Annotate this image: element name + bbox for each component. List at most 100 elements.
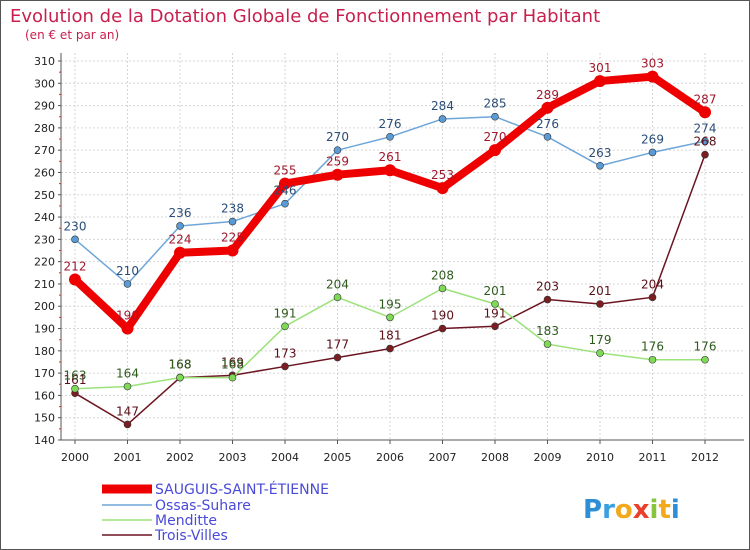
data-label: 259 [326, 155, 349, 169]
series-menditte [71, 284, 709, 393]
y-tick-label: 240 [34, 211, 55, 224]
data-label: 268 [694, 135, 717, 149]
data-label: 190 [431, 309, 454, 323]
x-tick-label: 2003 [219, 451, 247, 464]
data-label: 246 [274, 184, 297, 198]
legend: SAUGUIS-SAINT-ÉTIENNEOssas-SuhareMenditt… [102, 481, 329, 544]
logo-letter: x [633, 495, 650, 525]
y-tick-label: 260 [34, 166, 55, 179]
y-tick-label: 210 [34, 278, 55, 291]
x-tick-label: 2011 [639, 451, 667, 464]
series-sauguis-saint-tienne [69, 70, 711, 335]
y-tick-label: 290 [34, 100, 55, 113]
data-point [386, 313, 394, 322]
data-label: 201 [484, 284, 507, 298]
data-point [648, 355, 657, 364]
data-point [438, 324, 447, 333]
logo-letter: o [615, 495, 633, 525]
data-point [71, 235, 79, 244]
data-label: 263 [589, 146, 612, 160]
data-label: 183 [536, 324, 559, 338]
data-point [701, 137, 709, 146]
data-point [646, 70, 659, 83]
data-point [386, 133, 394, 141]
y-tick-label: 270 [34, 144, 55, 157]
logo-letter: t [658, 495, 670, 525]
x-tick-label: 2004 [271, 451, 299, 464]
data-label: 179 [589, 333, 612, 347]
y-tick-labels: 140 150 160 170 180 190 200 210 220 230 240 250 260 2… [34, 55, 55, 447]
y-tick-label: 170 [34, 367, 55, 380]
data-point [281, 362, 289, 371]
data-label: 270 [484, 130, 507, 144]
data-label: 289 [536, 88, 559, 102]
y-tick-label: 160 [34, 389, 55, 402]
data-point [436, 182, 449, 195]
data-label: 261 [379, 150, 402, 164]
y-tick-label: 150 [34, 412, 55, 425]
y-tick-label: 250 [34, 189, 55, 202]
data-label: 276 [379, 117, 402, 131]
legend-label-sauguis-saint-tienne: SAUGUIS-SAINT-ÉTIENNE [155, 481, 329, 498]
data-point [123, 382, 132, 391]
data-label: 181 [379, 329, 402, 343]
data-point [701, 355, 709, 364]
data-point [489, 144, 501, 157]
x-tick-label: 2006 [376, 451, 404, 464]
legend-label-trois-villes: Trois-Villes [154, 528, 228, 544]
logo-letter: P [583, 495, 602, 525]
data-point [543, 295, 552, 304]
data-point [648, 148, 657, 157]
grid-lines [61, 53, 744, 441]
data-point [596, 300, 604, 308]
data-point [701, 150, 709, 159]
data-label: 169 [221, 355, 244, 369]
data-label: 284 [431, 99, 454, 113]
data-label: 203 [536, 280, 559, 294]
data-label: 208 [431, 268, 454, 282]
axes [58, 53, 744, 444]
data-point [543, 340, 552, 348]
data-label: 212 [64, 259, 87, 273]
data-point [333, 353, 342, 362]
x-tick-label: 2002 [166, 451, 194, 464]
x-tick-label: 2005 [324, 451, 352, 464]
data-point [596, 161, 604, 170]
legend-label-ossas-suhare: Ossas-Suhare [155, 498, 251, 514]
data-label: 204 [326, 277, 349, 291]
x-tick-labels: 2000 2001 2002 2003 2004 2005 2006 2007 2008 2009… [61, 451, 719, 464]
data-point [438, 284, 447, 293]
data-label: 164 [116, 366, 139, 380]
data-point [491, 322, 499, 331]
data-point [176, 222, 184, 230]
data-label: 176 [641, 340, 664, 354]
data-label: 274 [694, 121, 717, 135]
y-tick-label: 140 [34, 434, 55, 447]
data-label: 168 [169, 358, 192, 372]
data-label: 255 [274, 164, 297, 178]
y-tick-label: 280 [34, 122, 55, 135]
x-tick-label: 2007 [429, 451, 457, 464]
series-lines [69, 70, 711, 429]
data-label: 285 [484, 97, 507, 111]
data-label: 276 [536, 117, 559, 131]
data-label: 168 [221, 358, 244, 372]
data-label: 253 [431, 168, 454, 182]
y-tick-label: 190 [34, 323, 55, 336]
data-point [333, 146, 342, 154]
y-tick-label: 300 [34, 77, 55, 90]
x-tick-label: 2001 [114, 451, 142, 464]
data-label: 191 [274, 306, 297, 320]
data-label: 230 [64, 219, 87, 233]
data-label: 191 [484, 306, 507, 320]
data-point [594, 75, 606, 88]
data-point [543, 133, 552, 141]
data-label: 147 [116, 404, 139, 418]
x-tick-label: 2010 [586, 451, 614, 464]
data-point [174, 246, 186, 259]
series-ossas-suhare [71, 112, 709, 288]
data-point [491, 300, 499, 308]
data-label: 177 [326, 338, 349, 352]
